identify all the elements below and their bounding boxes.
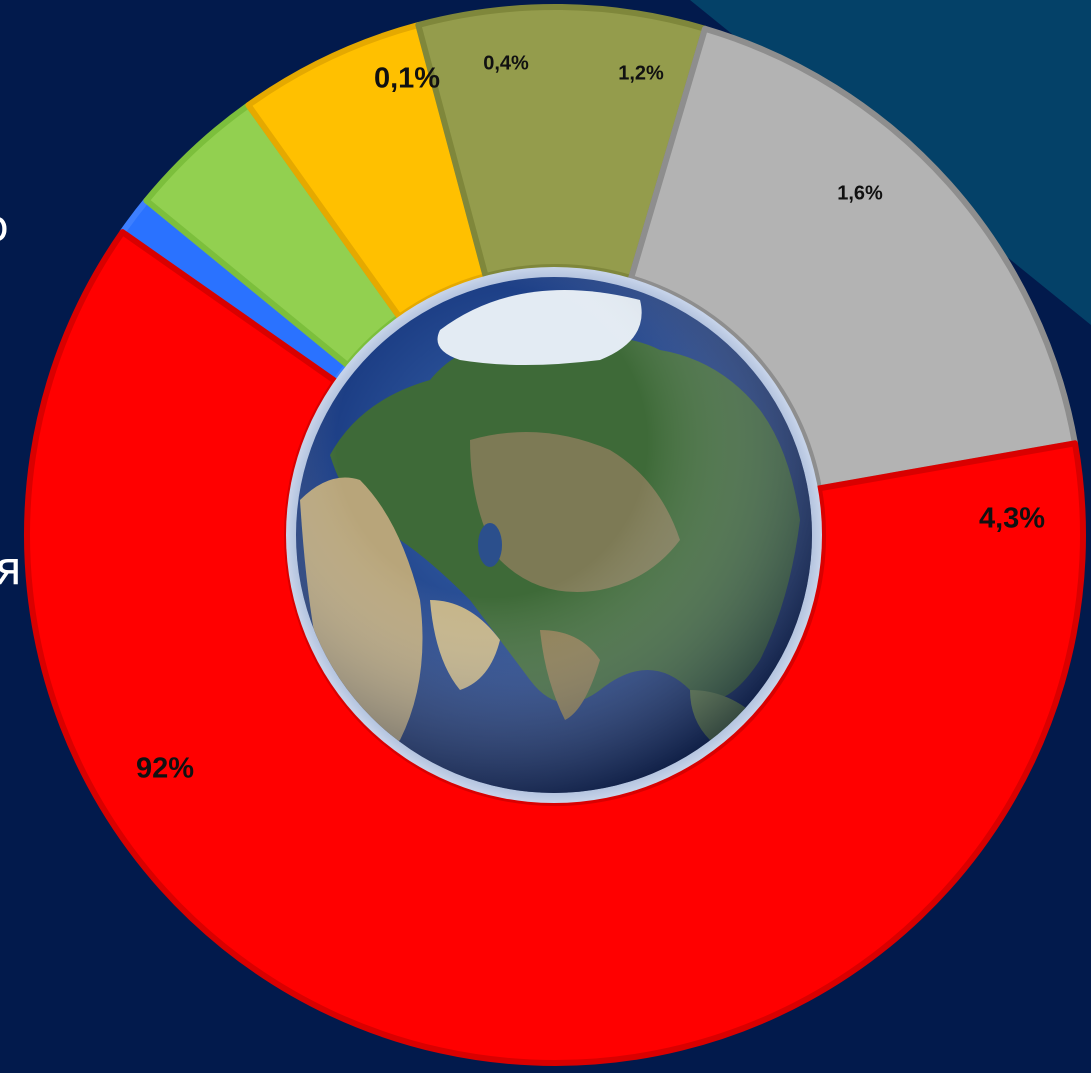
slice-label-3: 1,6%	[837, 182, 883, 204]
slices-layer	[24, 4, 1086, 1066]
slice-label-2: 1,2%	[618, 62, 664, 84]
slice-4	[628, 25, 1078, 492]
slice-5	[24, 229, 1086, 1066]
slice-label-5: 92%	[136, 753, 194, 785]
slice-label-1: 0,4%	[483, 52, 529, 74]
labels-layer: 0,1% 0,4% 1,2% 1,6% 4,3% 92%	[136, 52, 1045, 784]
slice-label-0: 0,1%	[374, 63, 440, 95]
edge-text-bottom: я	[0, 541, 22, 595]
earth-globe-icon	[286, 267, 822, 803]
edge-text-top: о	[0, 205, 9, 249]
slice-label-4: 4,3%	[979, 503, 1045, 535]
